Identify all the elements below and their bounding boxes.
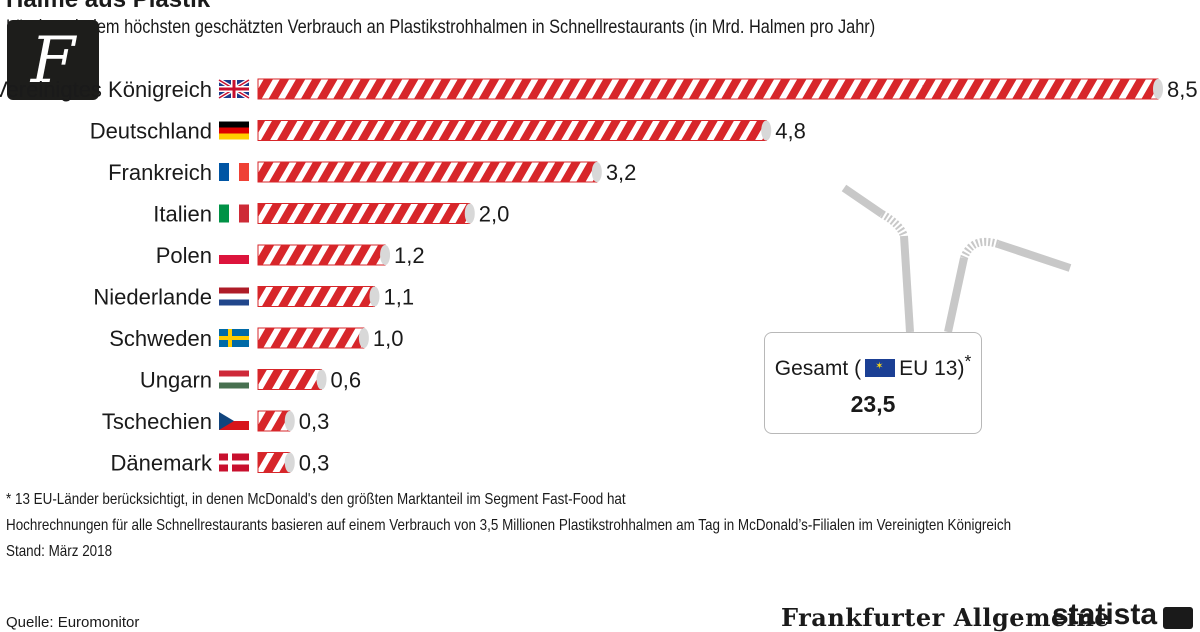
faz-f-icon: F [30, 24, 78, 96]
bar-end-cap [761, 120, 772, 141]
chart-subtitle: Länder mit dem höchsten geschätzten Verb… [6, 17, 876, 38]
bar [257, 327, 365, 349]
category-label: Dänemark [111, 451, 213, 476]
source-note: Quelle: Euromonitor [6, 614, 140, 631]
value-label: 1,0 [373, 326, 404, 351]
bar-end-cap [591, 162, 602, 182]
straws-illustration [841, 184, 1072, 333]
category-label: Niederlande [93, 285, 212, 310]
bar-row: Schweden 1,0 [109, 326, 403, 351]
total-value: 23,5 [850, 391, 896, 417]
faz-badge-logo: F [7, 20, 99, 100]
value-label: 0,6 [331, 368, 362, 393]
value-label: 0,3 [299, 451, 330, 476]
bar [257, 203, 471, 224]
value-label: 2,0 [479, 202, 510, 227]
category-label: Ungarn [140, 368, 212, 393]
value-label: 1,1 [383, 285, 414, 310]
flag-eu-icon [865, 359, 896, 377]
category-label: Frankreich [108, 160, 212, 185]
flag-uk-icon [217, 78, 251, 100]
flag-fr-icon [219, 163, 249, 181]
flag-it-icon [219, 204, 249, 223]
category-label: Italien [153, 202, 212, 227]
total-label: Gesamt ( EU 13)* [765, 351, 981, 381]
footnote-date: Stand: März 2018 [6, 543, 113, 560]
total-box: Gesamt ( EU 13)* 23,5 [764, 332, 982, 434]
svg-text:F: F [30, 24, 78, 96]
total-footnote-marker: * [964, 351, 972, 371]
category-label: Tschechien [102, 409, 212, 434]
flag-cz-icon [219, 412, 249, 430]
flag-nl-icon [219, 287, 249, 306]
flag-hu-icon [219, 370, 249, 389]
bar-end-cap [464, 203, 475, 224]
value-label: 8,5 [1167, 77, 1198, 102]
value-label: 3,2 [606, 160, 637, 185]
footnote-eu-countries: * 13 EU-Länder berücksichtigt, in denen … [6, 491, 626, 508]
bar-row: Polen 1,2 [156, 243, 425, 268]
chart-title: Halme aus Plastik [6, 0, 210, 14]
bars-layer: Vereinigtes Königreich 8,5 Deutschland 4,8 F… [0, 77, 1198, 476]
category-label: Vereinigtes Königreich [0, 77, 212, 102]
footnote-extrapolation: Hochrechnungen für alle Schnellrestauran… [6, 517, 1012, 534]
category-label: Polen [156, 243, 212, 268]
bar-row: Frankreich 3,2 [108, 160, 636, 185]
bar [257, 244, 386, 266]
value-label: 0,3 [299, 409, 330, 434]
bar-end-cap [369, 286, 380, 307]
bar-end-cap [284, 411, 295, 431]
flag-de-icon [219, 121, 249, 140]
flag-pl-icon [219, 246, 249, 264]
bar-end-cap [316, 369, 327, 390]
flag-dk-icon [219, 453, 249, 472]
bar-row: Dänemark 0,3 [111, 451, 330, 476]
bar-row: Ungarn 0,6 [140, 368, 361, 393]
bar-row: Niederlande 1,1 [93, 285, 414, 310]
flag-se-icon [219, 329, 249, 347]
bar [257, 369, 323, 390]
category-label: Schweden [109, 326, 212, 351]
bar-end-cap [1153, 79, 1163, 99]
bar [257, 120, 767, 141]
bar-end-cap [380, 245, 391, 265]
bar-row: Tschechien 0,3 [102, 409, 329, 434]
total-label-suffix: EU 13) [899, 357, 965, 380]
bar-end-cap [358, 328, 369, 348]
bar [257, 78, 1159, 100]
statista-logo: statista [1052, 598, 1158, 631]
category-label: Deutschland [90, 119, 212, 144]
value-label: 1,2 [394, 243, 425, 268]
value-label: 4,8 [775, 119, 806, 144]
bar-row: Italien 2,0 [153, 202, 509, 227]
bar [257, 161, 598, 183]
bar-row: Vereinigtes Königreich 8,5 [0, 77, 1198, 102]
total-label-prefix: Gesamt ( [774, 357, 862, 380]
bar-end-cap [284, 452, 295, 473]
bar-chart: Vereinigtes Königreich 8,5 Deutschland 4,8 F… [0, 77, 1198, 476]
statista-icon [1163, 607, 1193, 629]
bar [257, 286, 375, 307]
bar-row: Deutschland 4,8 [90, 119, 806, 144]
